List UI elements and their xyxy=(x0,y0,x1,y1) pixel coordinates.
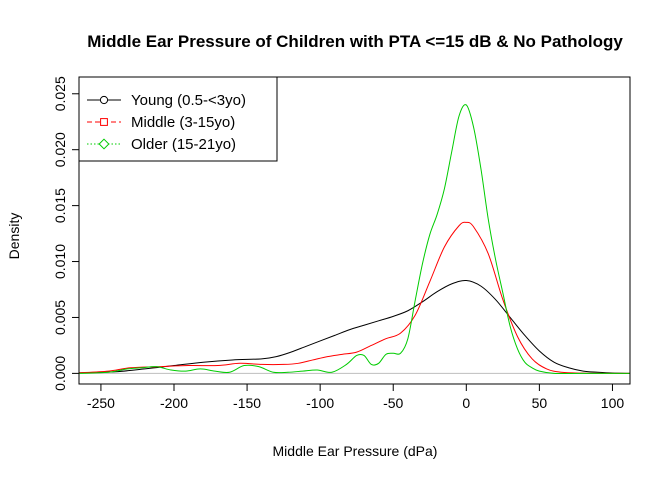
plot-frame xyxy=(78,76,631,385)
legend-box xyxy=(78,76,278,162)
x-tick-label: 100 xyxy=(601,395,625,411)
legend-label: Middle (3-15yo) xyxy=(131,114,235,131)
legend-marker-square xyxy=(100,118,108,126)
y-tick-label: 0.005 xyxy=(52,300,68,335)
legend-marker-diamond xyxy=(98,138,110,150)
chart-title: Middle Ear Pressure of Children with PTA… xyxy=(87,32,623,51)
x-tick-label: -50 xyxy=(383,395,403,411)
x-tick-label: 50 xyxy=(532,395,548,411)
y-tick-label: 0.020 xyxy=(52,132,68,167)
series-line-1 xyxy=(78,221,631,374)
series-line-0 xyxy=(78,280,631,374)
y-tick-label: 0.025 xyxy=(52,76,68,111)
y-axis-label: Density xyxy=(6,213,22,260)
legend-label: Older (15-21yo) xyxy=(131,136,236,153)
y-tick-label: 0.010 xyxy=(52,244,68,279)
x-tick-label: -200 xyxy=(160,395,188,411)
legend: Young (0.5-<3yo) Middle (3-15yo) Older (15… xyxy=(78,76,278,162)
x-tick-label: -100 xyxy=(306,395,334,411)
y-tick-label: 0.000 xyxy=(52,356,68,391)
x-tick-label: 0 xyxy=(462,395,470,411)
y-tick-label: 0.015 xyxy=(52,188,68,223)
legend-items: Young (0.5-<3yo) Middle (3-15yo) Older (15… xyxy=(87,92,246,153)
x-tick-label: -150 xyxy=(233,395,261,411)
x-tick-label: -250 xyxy=(87,395,115,411)
legend-marker-circle xyxy=(99,95,109,105)
series-lines xyxy=(78,104,631,375)
x-axis-label: Middle Ear Pressure (dPa) xyxy=(273,443,438,459)
legend-label: Young (0.5-<3yo) xyxy=(131,92,246,109)
axes-ticks: -250 -200 -150 -100 -50 0 50 100 0.000 0.005 0.010… xyxy=(52,76,624,411)
series-line-2 xyxy=(78,104,630,375)
